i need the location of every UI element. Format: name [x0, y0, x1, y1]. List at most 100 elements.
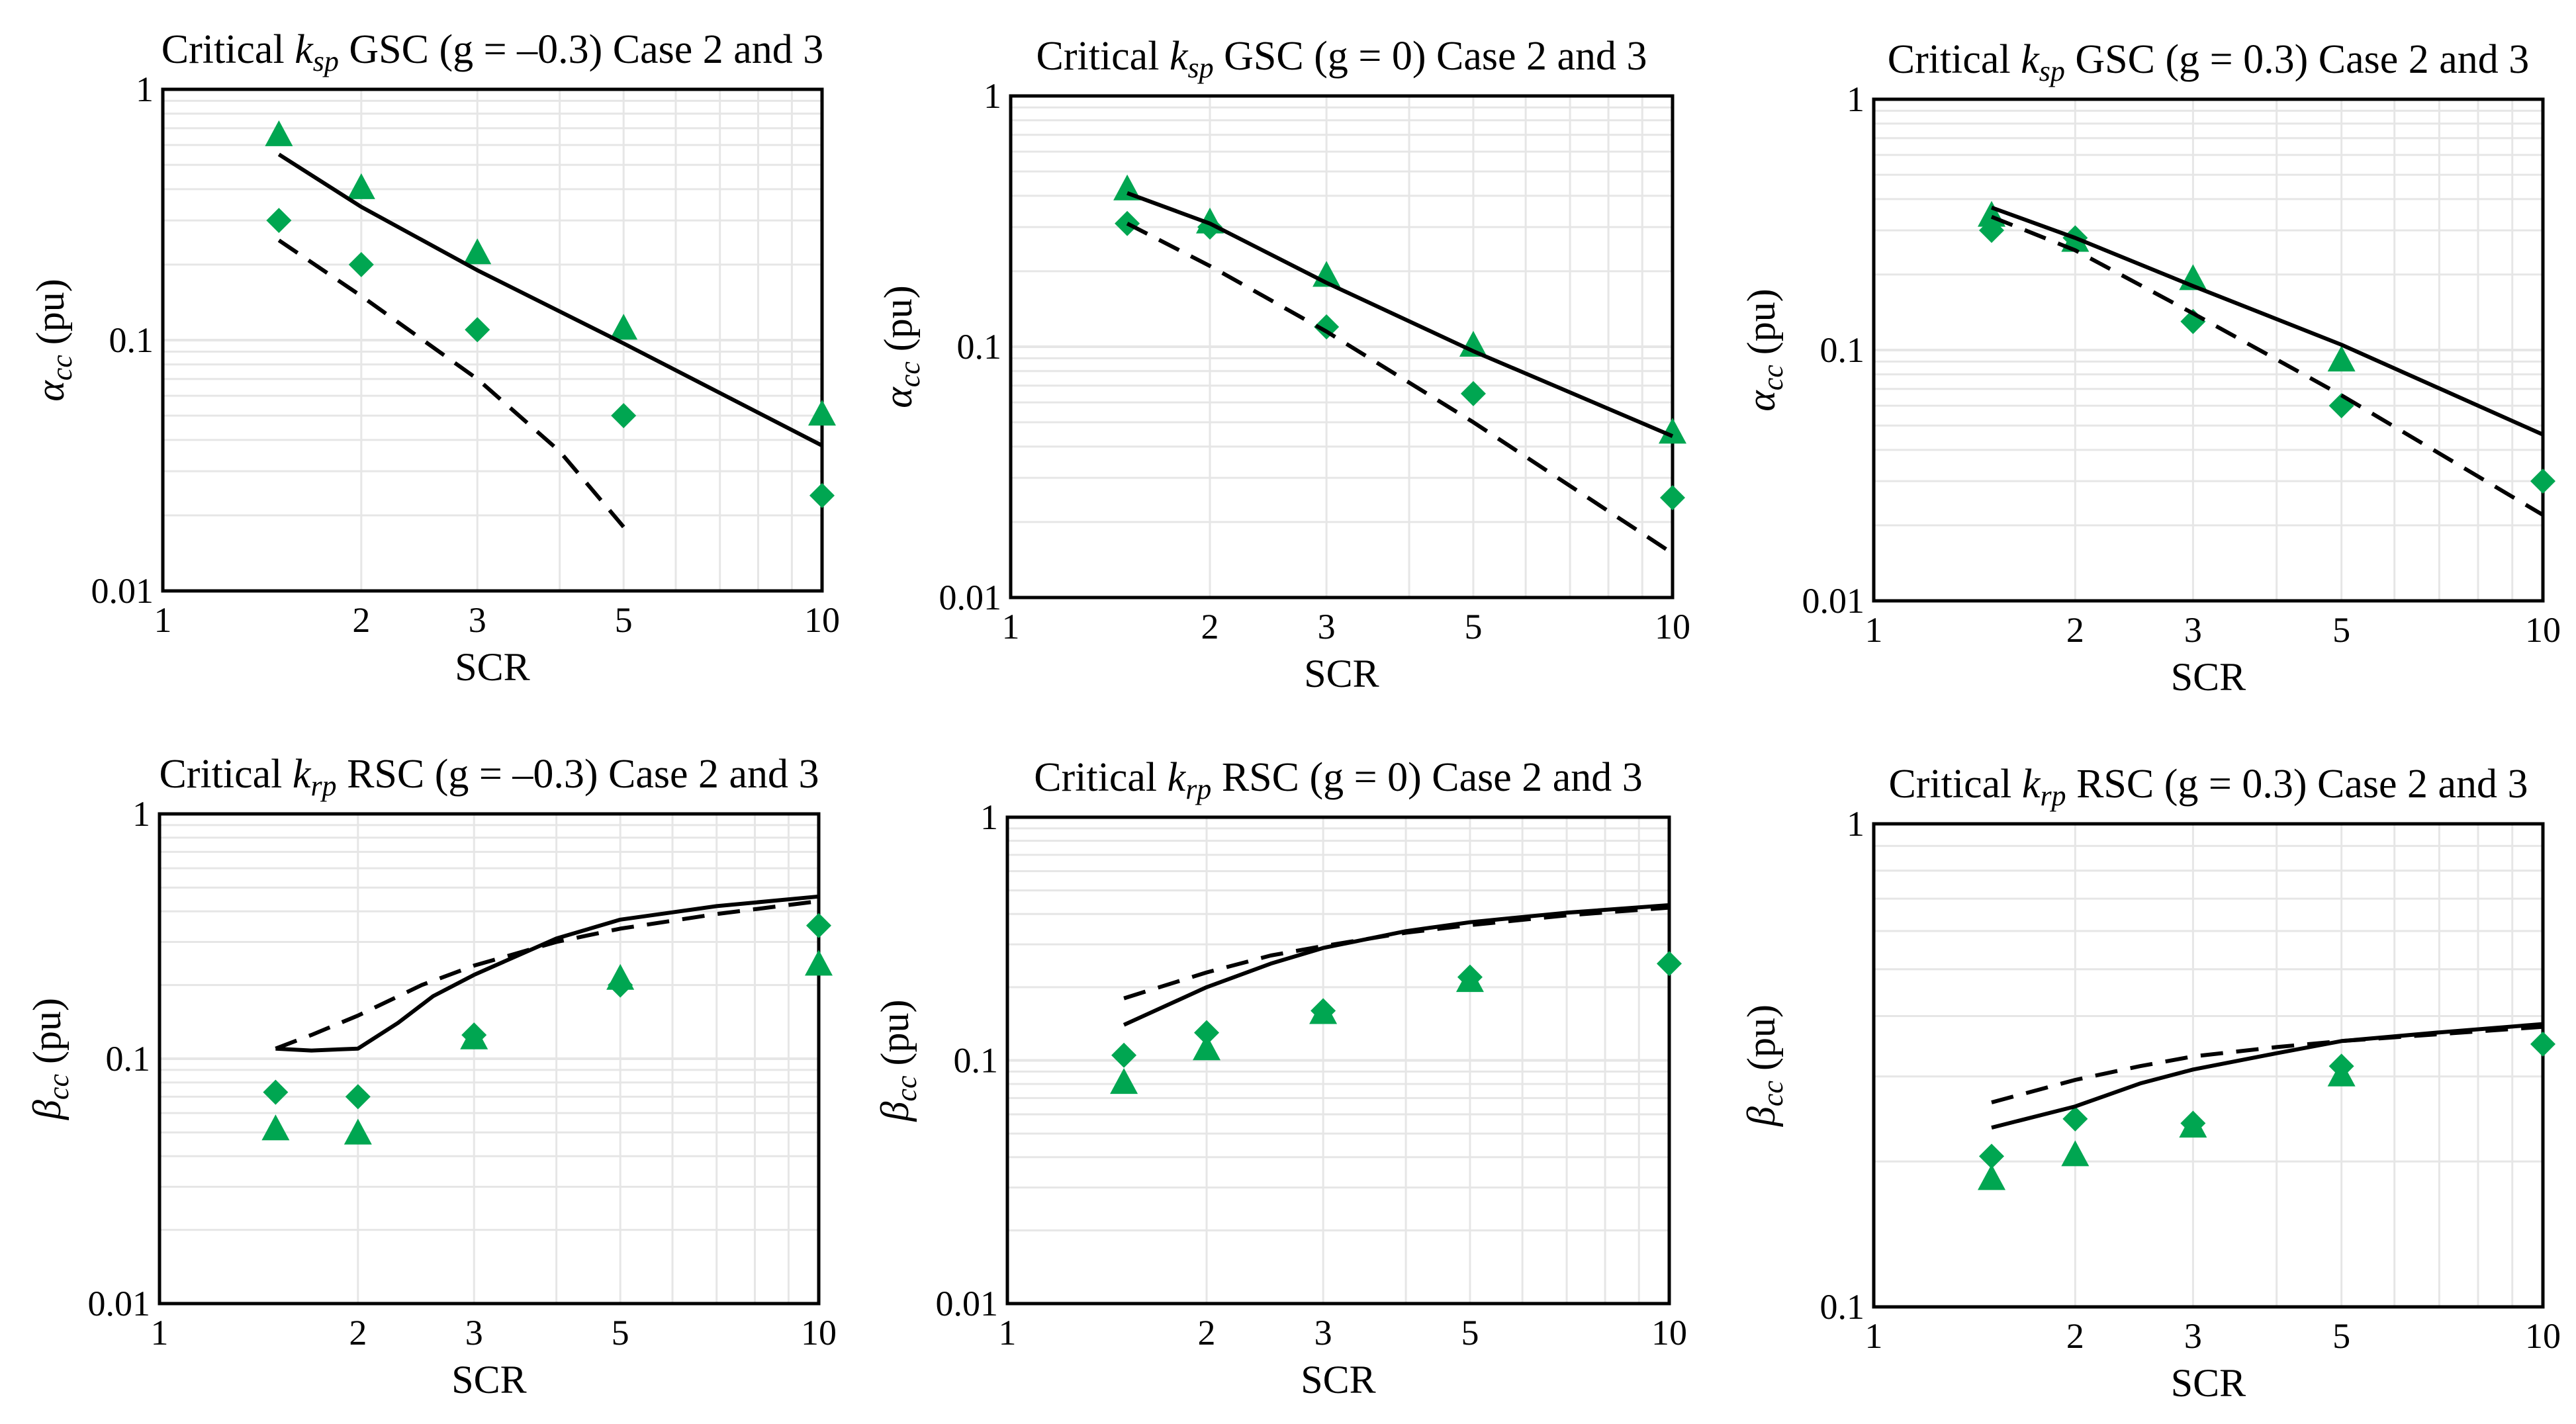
x-tick-label: 1 — [154, 600, 172, 640]
diamond-marker — [608, 972, 633, 998]
x-tick-label: 5 — [1464, 607, 1482, 646]
y-axis-label: αcc (pu) — [1739, 289, 1789, 412]
chart-panel-3: 1 2 3 5 10 0.01 0.1 1 Critical ksp GSC (g = 0.3)… — [1739, 37, 2561, 699]
triangle-marker — [1193, 1034, 1221, 1061]
y-tick-label: 0.1 — [1820, 330, 1865, 370]
dashed-line-series — [1126, 222, 1674, 555]
chart-title: Critical krp RSC (g = 0.3) Case 2 and 3 — [1888, 762, 2528, 812]
x-tick-label: 1 — [151, 1313, 169, 1353]
x-tick-label: 1 — [1865, 610, 1883, 650]
triangle-marker — [347, 173, 375, 199]
triangle-marker — [2061, 1140, 2090, 1167]
y-tick-label: 1 — [1847, 804, 1864, 844]
x-tick-label: 10 — [2525, 610, 2561, 650]
triangle-marker — [1978, 1164, 2006, 1190]
chart-title: Critical krp RSC (g = 0) Case 2 and 3 — [1034, 755, 1643, 805]
chart-title: Critical ksp GSC (g = –0.3) Case 2 and 3 — [161, 27, 824, 77]
x-tick-label: 10 — [1655, 607, 1690, 646]
plot-frame — [1005, 815, 1671, 1306]
diamond-marker — [348, 251, 374, 277]
plot-frame — [158, 812, 821, 1306]
gridlines — [1011, 96, 1673, 598]
x-tick-label: 5 — [2332, 1316, 2350, 1356]
y-tick-label: 0.01 — [939, 578, 1002, 617]
diamond-marker — [1979, 1143, 2005, 1169]
triangle-marker — [1110, 1068, 1138, 1094]
diamond-marker — [461, 1022, 487, 1048]
triangle-marker — [805, 950, 833, 976]
diamond-marker — [263, 1079, 289, 1105]
x-tick-label: 1 — [999, 1313, 1017, 1353]
x-tick-label: 2 — [2066, 1316, 2084, 1356]
x-tick-label: 3 — [1318, 607, 1336, 646]
x-tick-label: 10 — [804, 600, 840, 640]
diamond-marker — [1194, 1020, 1220, 1046]
y-tick-label: 0.1 — [106, 1039, 151, 1079]
x-tick-label: 2 — [2066, 610, 2084, 650]
y-tick-label: 1 — [984, 76, 1001, 116]
y-tick-label: 1 — [1847, 79, 1864, 119]
plot-frame — [1009, 94, 1675, 600]
triangle-marker — [261, 1114, 290, 1141]
diamond-marker — [465, 317, 490, 343]
gridlines — [160, 814, 819, 1304]
x-tick-label: 3 — [2184, 610, 2202, 650]
x-tick-label: 1 — [1002, 607, 1020, 646]
diamond-marker — [611, 403, 637, 429]
dashed-line-series — [277, 238, 625, 529]
diamond-marker — [806, 912, 831, 938]
chart-title: Critical krp RSC (g = –0.3) Case 2 and 3 — [159, 752, 819, 802]
diamond-marker — [266, 208, 292, 234]
x-tick-label: 2 — [352, 600, 370, 640]
diamond-marker — [1657, 951, 1682, 977]
gridlines — [1007, 817, 1669, 1304]
solid-line-series — [1123, 903, 1670, 1027]
triangle-marker — [610, 314, 638, 340]
y-axis-label: βcc (pu) — [1739, 1004, 1789, 1127]
diamond-marker — [1457, 964, 1483, 990]
x-tick-label: 3 — [2184, 1316, 2202, 1356]
chart-panel-2: 1 2 3 5 10 0.01 0.1 1 Critical ksp GSC (g = 0) C… — [876, 34, 1690, 695]
solid-line-series — [275, 894, 819, 1053]
diamond-marker — [345, 1084, 371, 1110]
x-tick-label: 5 — [612, 1313, 629, 1353]
x-tick-label: 2 — [349, 1313, 367, 1353]
diamond-marker — [1111, 1042, 1137, 1068]
diamond-marker — [2180, 1110, 2206, 1136]
solid-line-series — [277, 152, 823, 447]
y-tick-label: 0.1 — [1820, 1287, 1865, 1327]
gridlines — [1874, 824, 2543, 1307]
triangle-marker — [344, 1118, 372, 1145]
plot-frame — [161, 87, 824, 593]
plot-frame — [1872, 97, 2545, 603]
chart-panel-5: 1 2 3 5 10 0.01 0.1 1 Critical krp RSC (g = 0) C… — [873, 755, 1687, 1402]
diamond-marker — [1460, 380, 1486, 406]
triangle-marker — [265, 120, 293, 146]
x-tick-label: 5 — [2332, 610, 2350, 650]
diamond-marker — [1660, 485, 1685, 511]
gridlines — [1874, 99, 2543, 601]
x-axis-label: SCR — [455, 645, 529, 689]
x-tick-label: 3 — [465, 1313, 483, 1353]
dashed-line-series — [1990, 214, 2544, 517]
x-tick-label: 5 — [1461, 1313, 1479, 1353]
diamond-marker — [1311, 998, 1336, 1024]
triangle-marker — [808, 400, 836, 426]
solid-line-series — [1127, 191, 1674, 438]
x-tick-label: 10 — [1651, 1313, 1687, 1353]
triangle-marker — [2327, 345, 2356, 372]
solid-line-series — [1990, 205, 2544, 437]
diamond-marker — [2530, 1031, 2555, 1057]
plot-frame — [1872, 822, 2545, 1309]
dashed-line-series — [1991, 1024, 2544, 1104]
x-axis-label: SCR — [2171, 1361, 2246, 1405]
y-tick-label: 0.01 — [936, 1284, 999, 1323]
x-tick-label: 2 — [1201, 607, 1219, 646]
x-axis-label: SCR — [2171, 655, 2246, 699]
chart-title: Critical ksp GSC (g = 0.3) Case 2 and 3 — [1888, 37, 2530, 87]
diamond-marker — [2328, 1053, 2354, 1079]
triangle-marker — [1659, 418, 1686, 444]
